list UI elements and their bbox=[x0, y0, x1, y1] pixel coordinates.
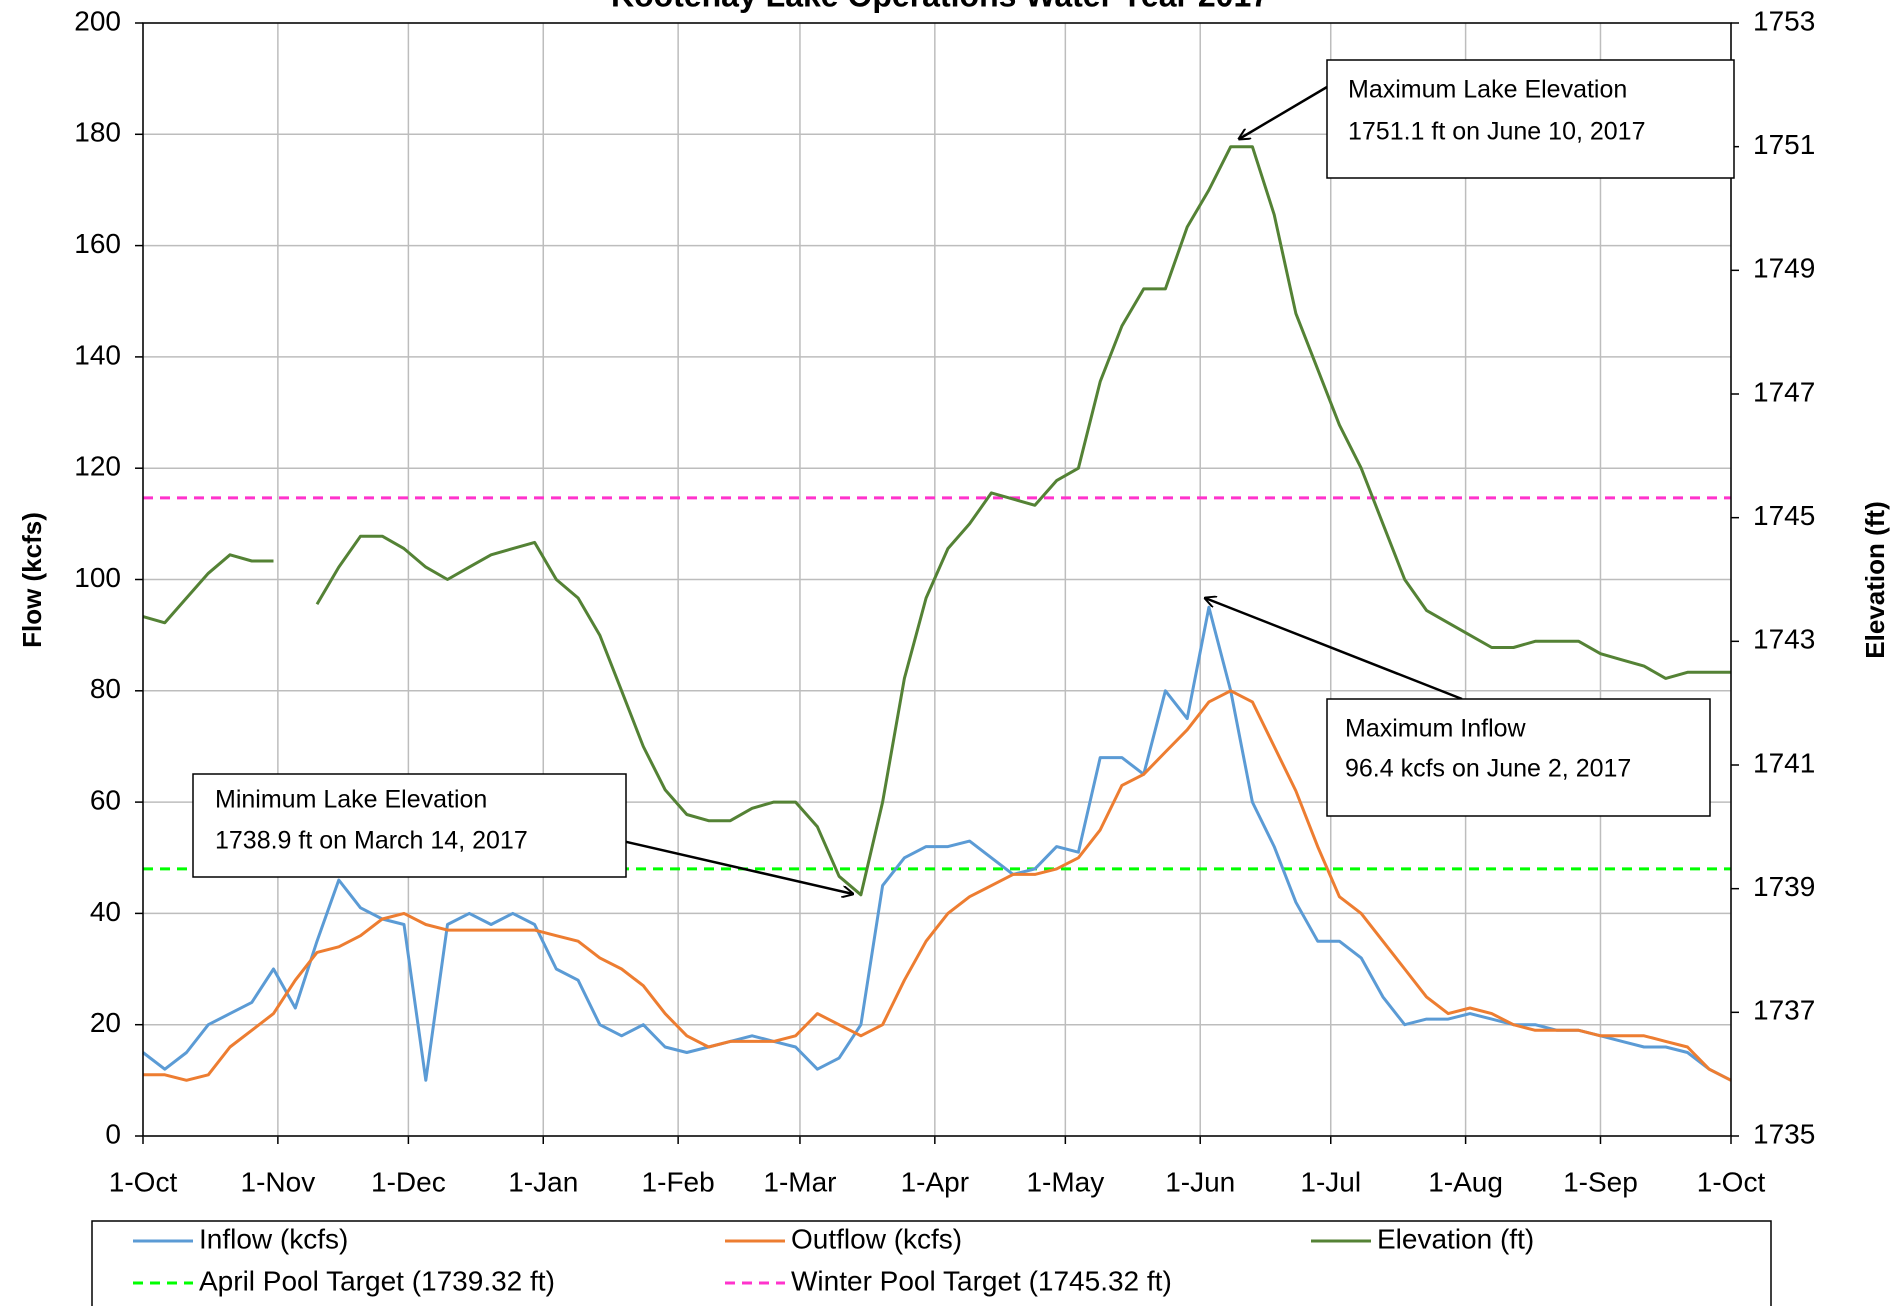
chart-title: Kootenay Lake Operations Water Year 2017 bbox=[611, 0, 1269, 13]
x-tick-label: 1-Dec bbox=[371, 1166, 446, 1197]
annotation-text: 1751.1 ft on June 10, 2017 bbox=[1348, 118, 1645, 146]
annotation-arrow bbox=[1239, 85, 1328, 139]
annotation-arrow bbox=[1205, 598, 1463, 701]
y-tick-label: 80 bbox=[90, 673, 121, 704]
y2-tick-label: 1753 bbox=[1753, 5, 1815, 36]
y2-tick-label: 1741 bbox=[1753, 747, 1815, 778]
series-line bbox=[142, 605, 1732, 1082]
legend-label: Inflow (kcfs) bbox=[199, 1223, 348, 1254]
y-tick-label: 160 bbox=[74, 228, 121, 259]
legend-label: Winter Pool Target (1745.32 ft) bbox=[791, 1265, 1172, 1296]
y2-tick-label: 1735 bbox=[1753, 1118, 1815, 1149]
legend-label: April Pool Target (1739.32 ft) bbox=[199, 1265, 555, 1296]
annotation-text: 96.4 kcfs on June 2, 2017 bbox=[1345, 755, 1631, 783]
legend-box bbox=[91, 1220, 1772, 1306]
y2-tick-label: 1745 bbox=[1753, 500, 1815, 531]
x-tick-label: 1-Sep bbox=[1563, 1166, 1638, 1197]
y2-tick-label: 1743 bbox=[1753, 624, 1815, 655]
y2-tick-label: 1739 bbox=[1753, 871, 1815, 902]
x-tick-label: 1-Nov bbox=[241, 1166, 316, 1197]
y-axis-title: Flow (kcfs) bbox=[17, 512, 47, 648]
legend-label: Elevation (ft) bbox=[1377, 1223, 1534, 1254]
series-line bbox=[142, 145, 1731, 897]
x-tick-label: 1-Mar bbox=[763, 1166, 836, 1197]
x-tick-label: 1-Jun bbox=[1165, 1166, 1235, 1197]
annotation-box bbox=[1326, 59, 1735, 179]
x-tick-label: 1-Oct bbox=[109, 1166, 178, 1197]
annotation-text: Maximum Inflow bbox=[1345, 715, 1527, 743]
annotation-text: Minimum Lake Elevation bbox=[215, 786, 487, 814]
x-tick-label: 1-Apr bbox=[901, 1166, 969, 1197]
y-tick-label: 140 bbox=[74, 339, 121, 370]
y2-tick-label: 1737 bbox=[1753, 995, 1815, 1026]
x-tick-label: 1-Oct bbox=[1697, 1166, 1766, 1197]
y-tick-label: 20 bbox=[90, 1007, 121, 1038]
y-tick-label: 180 bbox=[74, 117, 121, 148]
annotation-box bbox=[1326, 698, 1711, 817]
plot-frame bbox=[142, 22, 1732, 1137]
y-tick-label: 0 bbox=[105, 1118, 121, 1149]
annotation-arrow bbox=[591, 832, 853, 894]
annotation-text: 1738.9 ft on March 14, 2017 bbox=[215, 827, 528, 855]
x-tick-label: 1-Jul bbox=[1300, 1166, 1361, 1197]
y-tick-label: 200 bbox=[74, 5, 121, 36]
x-tick-label: 1-Aug bbox=[1428, 1166, 1503, 1197]
annotation-box bbox=[192, 773, 627, 878]
y-tick-label: 100 bbox=[74, 562, 121, 593]
y2-tick-label: 1751 bbox=[1753, 129, 1815, 160]
y2-tick-label: 1747 bbox=[1753, 376, 1815, 407]
series-line bbox=[143, 689, 1732, 1082]
y2-axis-title: Elevation (ft) bbox=[1860, 501, 1890, 658]
y-tick-label: 120 bbox=[74, 451, 121, 482]
x-tick-label: 1-Jan bbox=[508, 1166, 578, 1197]
y2-tick-label: 1749 bbox=[1753, 253, 1815, 284]
x-tick-label: 1-Feb bbox=[642, 1166, 715, 1197]
legend-label: Outflow (kcfs) bbox=[791, 1223, 962, 1254]
annotation-text: Maximum Lake Elevation bbox=[1348, 76, 1627, 104]
y-tick-label: 40 bbox=[90, 896, 121, 927]
x-tick-label: 1-May bbox=[1026, 1166, 1104, 1197]
y-tick-label: 60 bbox=[90, 784, 121, 815]
